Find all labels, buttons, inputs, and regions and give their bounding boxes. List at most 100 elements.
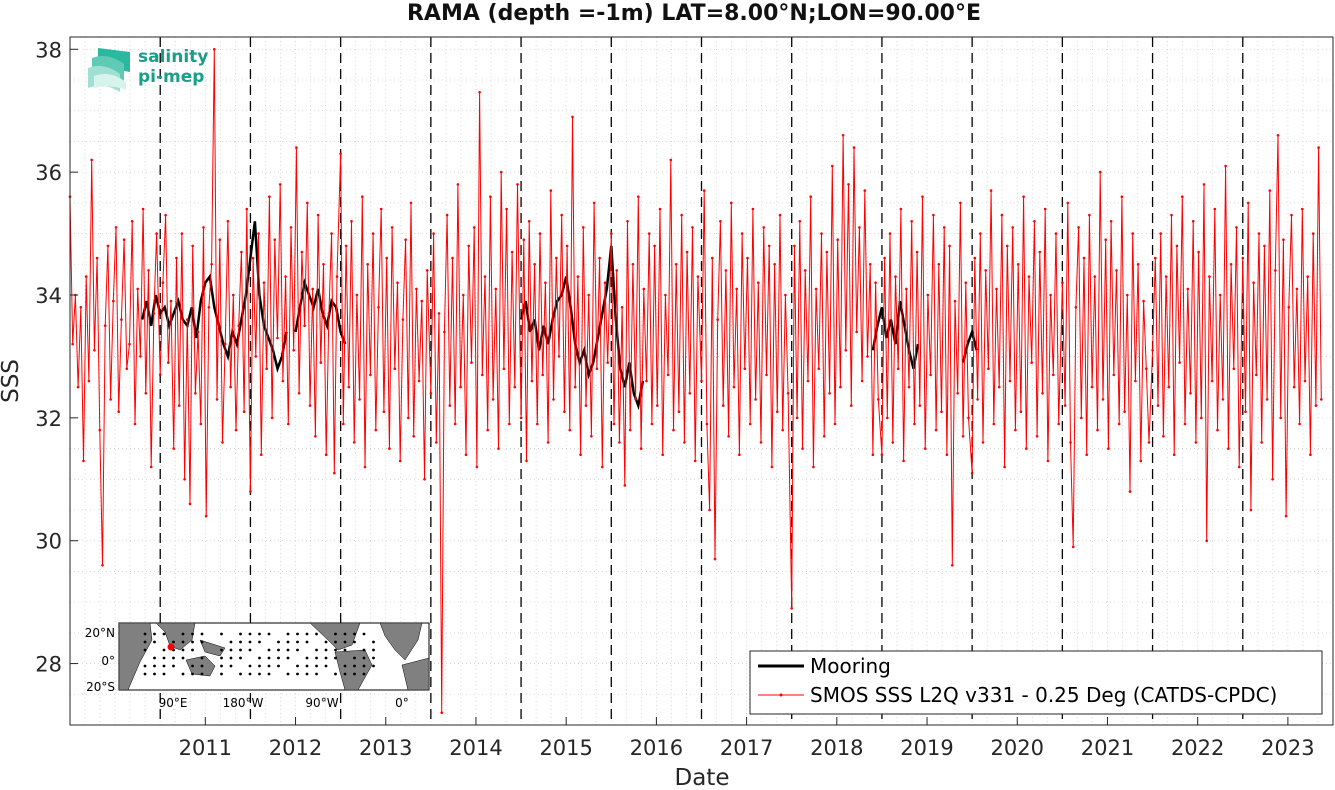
- smos-point: [122, 238, 126, 241]
- smos-point: [1071, 545, 1075, 549]
- smos-point: [923, 447, 927, 450]
- smos-point: [223, 342, 227, 346]
- smos-point: [1257, 232, 1261, 235]
- smos-point: [1241, 256, 1245, 260]
- inset-mooring-dot: [248, 632, 252, 636]
- inset-mooring-dot: [305, 664, 309, 668]
- smos-point: [666, 373, 670, 377]
- smos-point: [582, 226, 585, 229]
- inset-mooring-dot: [372, 656, 375, 660]
- series-layer: [68, 48, 1323, 714]
- smos-point: [1049, 293, 1052, 297]
- inset-mooring-dot: [296, 640, 299, 644]
- smos-point: [188, 502, 192, 506]
- smos-point: [754, 398, 757, 401]
- inset-mooring-dot: [372, 664, 375, 668]
- smos-point: [355, 293, 359, 297]
- smos-point: [595, 367, 599, 371]
- smos-point: [415, 287, 418, 291]
- smos-point: [464, 453, 468, 457]
- y-tick-label: 36: [35, 161, 62, 185]
- smos-point: [1033, 220, 1036, 223]
- smos-point: [437, 312, 441, 315]
- smos-point: [1208, 275, 1211, 278]
- smos-point: [546, 441, 550, 444]
- smos-point: [1162, 435, 1165, 438]
- inset-mooring-dot: [362, 672, 366, 676]
- inset-mooring-dot: [153, 664, 156, 668]
- smos-point: [721, 404, 725, 407]
- smos-point: [1003, 465, 1006, 469]
- smos-point: [475, 465, 479, 469]
- smos-point: [934, 428, 938, 432]
- smos-point: [1098, 170, 1102, 174]
- smos-point: [423, 478, 426, 481]
- smos-point: [964, 281, 968, 285]
- smos-point: [1229, 263, 1233, 266]
- inset-mooring-dot: [305, 640, 309, 644]
- smos-point: [390, 226, 394, 229]
- smos-point: [565, 244, 569, 248]
- smos-point: [1147, 441, 1151, 444]
- inset-mooring-dot: [305, 672, 309, 676]
- smos-point: [117, 410, 120, 414]
- inset-mooring-dot: [181, 656, 185, 660]
- smos-point: [967, 416, 970, 420]
- smos-point: [661, 453, 664, 457]
- smos-point: [1170, 213, 1173, 217]
- smos-point: [1136, 263, 1140, 266]
- smos-point: [995, 287, 998, 291]
- smos-point: [618, 441, 621, 444]
- x-tick-label: 2013: [359, 736, 412, 760]
- smos-point: [822, 435, 826, 438]
- smos-point: [656, 404, 659, 407]
- inset-mooring-dot: [248, 664, 252, 668]
- chart-title: RAMA (depth =-1m) LAT=8.00°N;LON=90.00°E: [407, 1, 981, 26]
- smos-point: [877, 398, 880, 401]
- smos-point: [120, 318, 123, 321]
- smos-point: [1016, 263, 1020, 266]
- smos-point: [445, 213, 449, 217]
- smos-point: [984, 269, 987, 272]
- smos-point: [746, 256, 749, 260]
- smos-point: [664, 293, 667, 297]
- smos-point: [1069, 441, 1072, 444]
- smos-point: [141, 207, 145, 211]
- smos-point: [456, 183, 460, 186]
- smos-point: [164, 213, 167, 217]
- inset-mooring-dot: [343, 632, 347, 636]
- smos-point: [330, 232, 333, 235]
- x-tick-label: 2016: [630, 736, 683, 760]
- x-tick-label: 2015: [539, 736, 592, 760]
- smos-point: [95, 256, 99, 260]
- inset-mooring-dot: [200, 632, 204, 636]
- smos-point: [1159, 232, 1162, 235]
- smos-point: [650, 422, 654, 426]
- inset-mooring-dot: [334, 672, 337, 676]
- smos-point: [1128, 490, 1132, 493]
- inset-map-land: [118, 622, 430, 691]
- inset-mooring-dot: [267, 632, 271, 636]
- inset-mooring-dot: [181, 648, 185, 652]
- inset-mooring-dot: [248, 672, 252, 676]
- smos-point: [910, 220, 913, 223]
- smos-point: [322, 263, 325, 266]
- smos-point: [860, 379, 864, 383]
- smos-point: [1260, 441, 1263, 444]
- inset-mooring-dot: [191, 648, 194, 652]
- inset-mooring-dot: [372, 640, 375, 644]
- smos-point: [773, 263, 776, 266]
- smos-point: [133, 422, 137, 426]
- smos-point: [786, 392, 790, 395]
- smos-point: [319, 361, 323, 364]
- smos-point: [1145, 367, 1148, 371]
- inset-mooring-dot: [353, 664, 356, 668]
- inset-mooring-dot: [305, 656, 309, 660]
- inset-mooring-dot: [248, 648, 252, 652]
- y-tick-label: 28: [35, 653, 62, 677]
- smos-point: [300, 250, 304, 254]
- inset-mooring-dot: [153, 640, 156, 644]
- smos-point: [229, 385, 232, 389]
- inset-mooring-dot: [239, 648, 242, 652]
- smos-point: [886, 416, 889, 420]
